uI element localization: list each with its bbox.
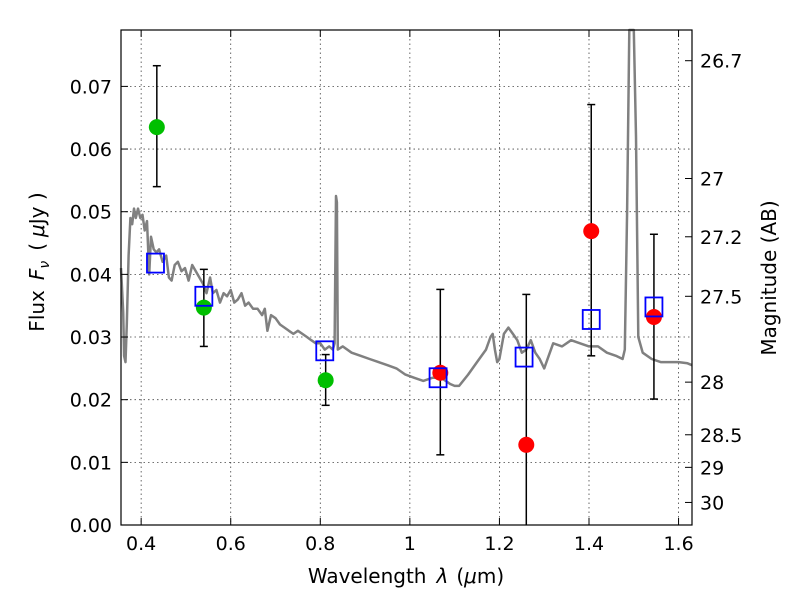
y-tick-label: 0.04 <box>70 264 112 286</box>
green-point <box>317 372 334 389</box>
y-tick-label: 0.06 <box>70 139 112 161</box>
y2-tick-label: 27 <box>700 169 724 191</box>
x-tick-label: 0.8 <box>305 533 335 555</box>
model-square <box>514 346 534 368</box>
x-tick-label: 1.4 <box>574 533 604 555</box>
y-tick-label: 0.05 <box>70 202 112 224</box>
y2-tick-label: 30 <box>700 492 724 514</box>
model-square <box>428 367 448 389</box>
spectrum-line <box>119 28 693 388</box>
y-tick-label: 0.02 <box>70 390 112 412</box>
model-square <box>315 340 335 362</box>
model-square <box>194 285 214 307</box>
y2-tick-label: 29 <box>700 457 724 479</box>
y2-tick-label: 28 <box>700 372 724 394</box>
y-tick-label: 0.00 <box>70 515 112 537</box>
y2-tick-label: 26.7 <box>700 51 742 73</box>
x-tick-label: 1.6 <box>663 533 693 555</box>
y2-axis-title: Magnitude (AB) <box>757 200 781 355</box>
x-axis-title: Wavelength λ (μm) <box>308 564 504 588</box>
y-tick-label: 0.03 <box>70 327 112 349</box>
x-tick-label: 1 <box>404 533 416 555</box>
y2-tick-label: 27.5 <box>700 286 742 308</box>
x-tick-label: 0.6 <box>216 533 246 555</box>
model-square <box>146 252 165 274</box>
model-square <box>581 309 601 330</box>
red-point <box>583 223 600 240</box>
y-axis-title: FluxFν(μJy ) <box>25 192 53 331</box>
green-point <box>195 299 212 316</box>
plot-frame <box>120 29 693 526</box>
x-tick-label: 0.4 <box>126 533 156 555</box>
photometry-markers <box>146 119 664 453</box>
model-square <box>644 296 664 318</box>
y2-tick-label: 28.5 <box>700 425 742 447</box>
x-tick-label: 1.2 <box>484 533 514 555</box>
grid-lines <box>121 30 692 526</box>
green-point <box>148 119 165 136</box>
y2-tick-label: 27.2 <box>700 227 742 249</box>
axis-ticks: 0.4 0.6 0.8 1 1.2 1.4 1.6 0.00 0.01 0.02 0.03 0.04 0… <box>70 30 742 555</box>
y-tick-label: 0.07 <box>70 76 112 98</box>
red-point <box>518 436 535 453</box>
y-tick-label: 0.01 <box>70 452 112 474</box>
model-spectrum <box>119 28 693 388</box>
